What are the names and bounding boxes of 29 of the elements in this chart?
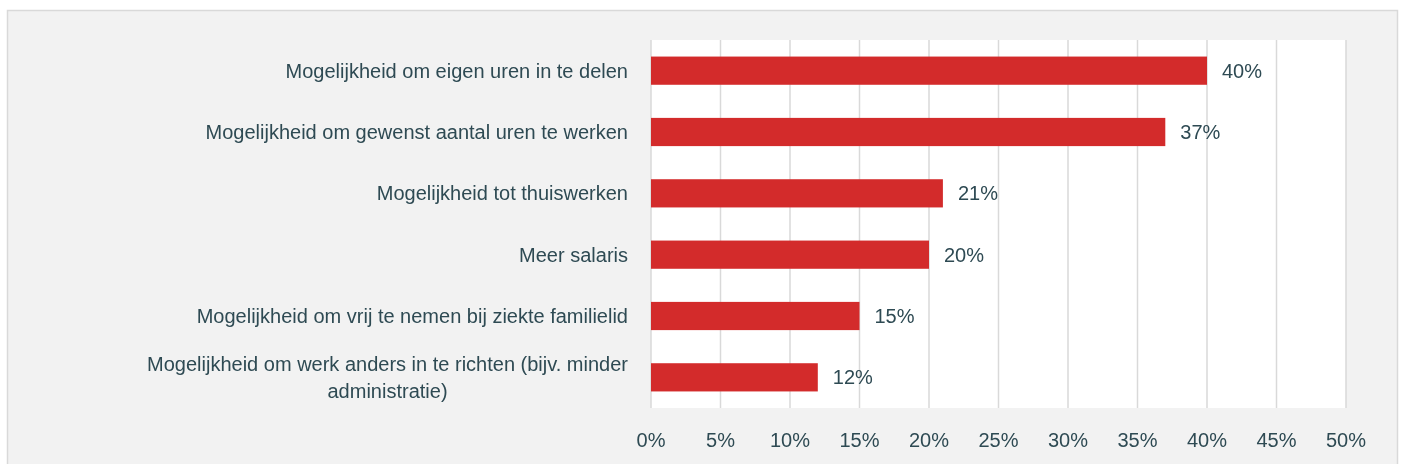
data-label: 37% [1180, 121, 1221, 143]
x-tick-label: 40% [1186, 429, 1228, 451]
x-tick-label: 50% [1325, 429, 1367, 451]
y-tick-label: Mogelijkheid om eigen uren in te delen [285, 59, 629, 82]
y-tick-label: Mogelijkheid tot thuiswerken [376, 182, 628, 205]
bar [651, 179, 943, 208]
y-tick-label: Meer salaris [519, 243, 628, 266]
y-tick-label: Mogelijkheid om vrij te nemen bij ziekte familielid [196, 305, 628, 327]
x-tick-label: 35% [1117, 429, 1158, 451]
data-label: 12% [832, 366, 874, 389]
x-tick-label: 20% [908, 429, 950, 451]
x-tick-label: 5% [706, 429, 736, 451]
x-tick-label: 15% [839, 429, 880, 451]
bar [651, 56, 1207, 85]
x-tick-label: 25% [978, 429, 1019, 451]
data-label: 15% [874, 305, 915, 327]
y-tick-label: Mogelijkheid om gewenst aantal uren te werken [205, 121, 628, 143]
bar [651, 240, 929, 269]
bar [651, 117, 1166, 147]
data-label: 40% [1222, 59, 1263, 82]
bar [651, 301, 860, 331]
bar [651, 363, 818, 392]
y-tick-label: Mogelijkheid om werk anders in te richten (bijv. minder administratie) [147, 352, 629, 402]
x-tick-label: 30% [1047, 429, 1089, 451]
x-tick-label: 45% [1256, 429, 1297, 451]
data-label: 21% [957, 182, 999, 205]
x-tick-label: 10% [769, 429, 811, 451]
x-tick-label: 0% [636, 429, 666, 451]
data-label: 20% [944, 243, 985, 266]
